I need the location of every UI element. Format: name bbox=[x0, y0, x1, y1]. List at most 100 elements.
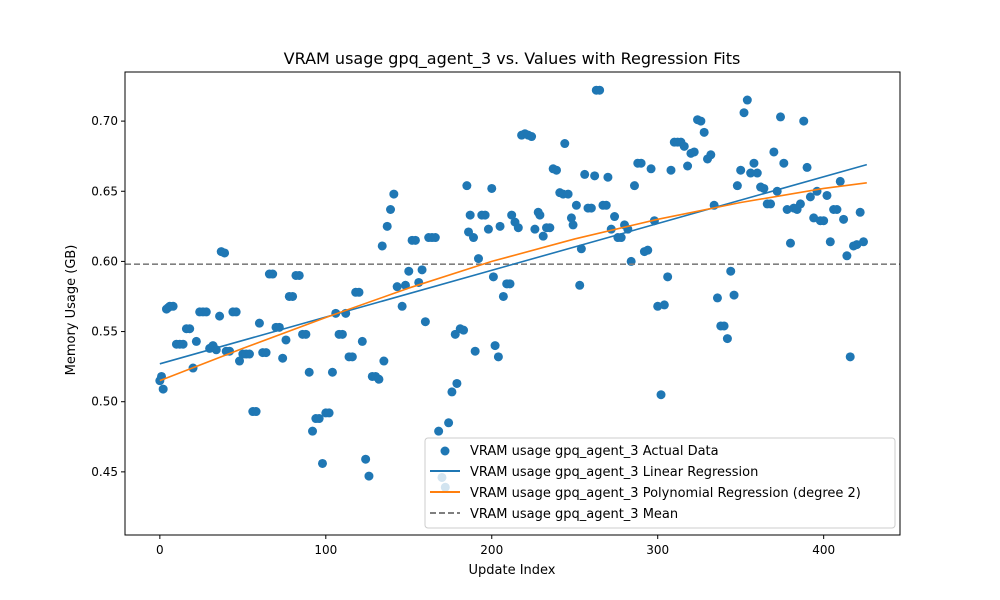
x-tick-label: 0 bbox=[156, 543, 164, 557]
data-point-145 bbox=[603, 172, 613, 182]
data-point-127 bbox=[551, 165, 561, 175]
data-point-139 bbox=[586, 203, 596, 213]
data-point-82 bbox=[417, 265, 427, 275]
series-layer bbox=[125, 85, 900, 492]
data-point-142 bbox=[595, 85, 605, 95]
legend-label-mean: VRAM usage gpq_agent_3 Mean bbox=[470, 507, 678, 522]
data-point-197 bbox=[776, 112, 786, 122]
legend-label-actual: VRAM usage gpq_agent_3 Actual Data bbox=[470, 444, 719, 459]
data-point-194 bbox=[766, 199, 776, 209]
data-point-136 bbox=[576, 244, 586, 254]
data-point-32 bbox=[251, 407, 261, 417]
data-point-16 bbox=[201, 307, 211, 317]
data-point-108 bbox=[493, 352, 503, 362]
data-point-135 bbox=[575, 280, 585, 290]
x-tick-label: 300 bbox=[646, 543, 669, 557]
data-point-162 bbox=[659, 300, 669, 310]
y-tick-label: 0.70 bbox=[91, 114, 118, 128]
data-point-95 bbox=[459, 325, 469, 335]
data-point-140 bbox=[590, 171, 600, 181]
data-point-63 bbox=[354, 287, 364, 297]
data-point-30 bbox=[244, 349, 254, 359]
data-point-157 bbox=[643, 245, 653, 255]
x-tick-label: 100 bbox=[314, 543, 337, 557]
data-point-123 bbox=[538, 231, 548, 241]
linear-regression-line bbox=[159, 163, 868, 365]
y-tick-label: 0.65 bbox=[91, 184, 118, 198]
data-point-183 bbox=[729, 290, 739, 300]
data-point-214 bbox=[832, 204, 842, 214]
data-point-61 bbox=[347, 352, 357, 362]
legend-box bbox=[424, 437, 896, 529]
data-point-192 bbox=[759, 183, 769, 193]
data-point-200 bbox=[785, 238, 795, 248]
data-point-45 bbox=[294, 270, 304, 280]
data-point-65 bbox=[361, 454, 371, 464]
data-point-2 bbox=[158, 384, 168, 394]
plot-frame bbox=[124, 71, 901, 536]
data-point-178 bbox=[712, 293, 722, 303]
plot-area bbox=[125, 85, 900, 492]
data-point-158 bbox=[646, 164, 656, 174]
data-point-76 bbox=[397, 301, 407, 311]
data-point-78 bbox=[404, 266, 414, 276]
data-point-190 bbox=[752, 168, 762, 178]
data-point-174 bbox=[699, 127, 709, 137]
data-point-107 bbox=[490, 341, 500, 351]
data-point-217 bbox=[842, 251, 852, 261]
data-point-93 bbox=[452, 378, 462, 388]
x-tick-label: 200 bbox=[480, 543, 503, 557]
data-point-204 bbox=[799, 116, 809, 126]
data-point-149 bbox=[616, 233, 626, 243]
data-point-91 bbox=[447, 387, 457, 397]
data-point-11 bbox=[185, 324, 195, 334]
x-axis-label: Update Index bbox=[468, 563, 555, 578]
data-point-87 bbox=[434, 426, 444, 436]
data-point-216 bbox=[839, 214, 849, 224]
data-point-20 bbox=[215, 311, 225, 321]
data-point-54 bbox=[324, 408, 334, 418]
data-point-218 bbox=[845, 352, 855, 362]
data-point-211 bbox=[822, 190, 832, 200]
data-point-26 bbox=[231, 307, 241, 317]
data-point-71 bbox=[379, 356, 389, 366]
data-point-35 bbox=[261, 348, 271, 358]
data-point-109 bbox=[495, 221, 505, 231]
data-point-104 bbox=[483, 224, 493, 234]
y-tick-label: 0.55 bbox=[91, 325, 118, 339]
data-point-133 bbox=[568, 220, 578, 230]
data-point-173 bbox=[696, 116, 706, 126]
data-point-144 bbox=[601, 200, 611, 210]
data-point-96 bbox=[462, 181, 472, 191]
data-point-41 bbox=[281, 335, 291, 345]
data-point-72 bbox=[382, 221, 392, 231]
data-point-164 bbox=[666, 165, 676, 175]
data-point-115 bbox=[513, 223, 523, 233]
data-point-110 bbox=[498, 291, 508, 301]
data-point-131 bbox=[563, 189, 573, 199]
data-point-100 bbox=[470, 346, 480, 356]
data-point-130 bbox=[560, 139, 570, 149]
data-point-210 bbox=[819, 216, 829, 226]
data-point-206 bbox=[805, 192, 815, 202]
data-point-147 bbox=[610, 212, 620, 222]
y-tick-label: 0.60 bbox=[91, 254, 118, 268]
data-point-48 bbox=[304, 367, 314, 377]
data-point-90 bbox=[444, 418, 454, 428]
legend-label-linear: VRAM usage gpq_agent_3 Linear Regression bbox=[470, 465, 758, 480]
data-point-40 bbox=[278, 353, 288, 363]
y-axis-label: Memory Usage (GB) bbox=[64, 245, 79, 376]
data-point-27 bbox=[235, 356, 245, 366]
chart-title: VRAM usage gpq_agent_3 vs. Values with R… bbox=[284, 49, 741, 69]
data-point-77 bbox=[400, 280, 410, 290]
data-point-66 bbox=[364, 471, 374, 481]
data-point-106 bbox=[488, 272, 498, 282]
data-point-125 bbox=[545, 223, 555, 233]
data-point-222 bbox=[858, 237, 868, 247]
data-point-70 bbox=[377, 241, 387, 251]
legend: VRAM usage gpq_agent_3 Actual Data VRAM … bbox=[424, 437, 896, 529]
y-axis: 0.45 0.50 0.55 0.60 0.65 0.70 bbox=[91, 114, 125, 479]
data-point-119 bbox=[527, 132, 537, 142]
data-point-198 bbox=[779, 158, 789, 168]
